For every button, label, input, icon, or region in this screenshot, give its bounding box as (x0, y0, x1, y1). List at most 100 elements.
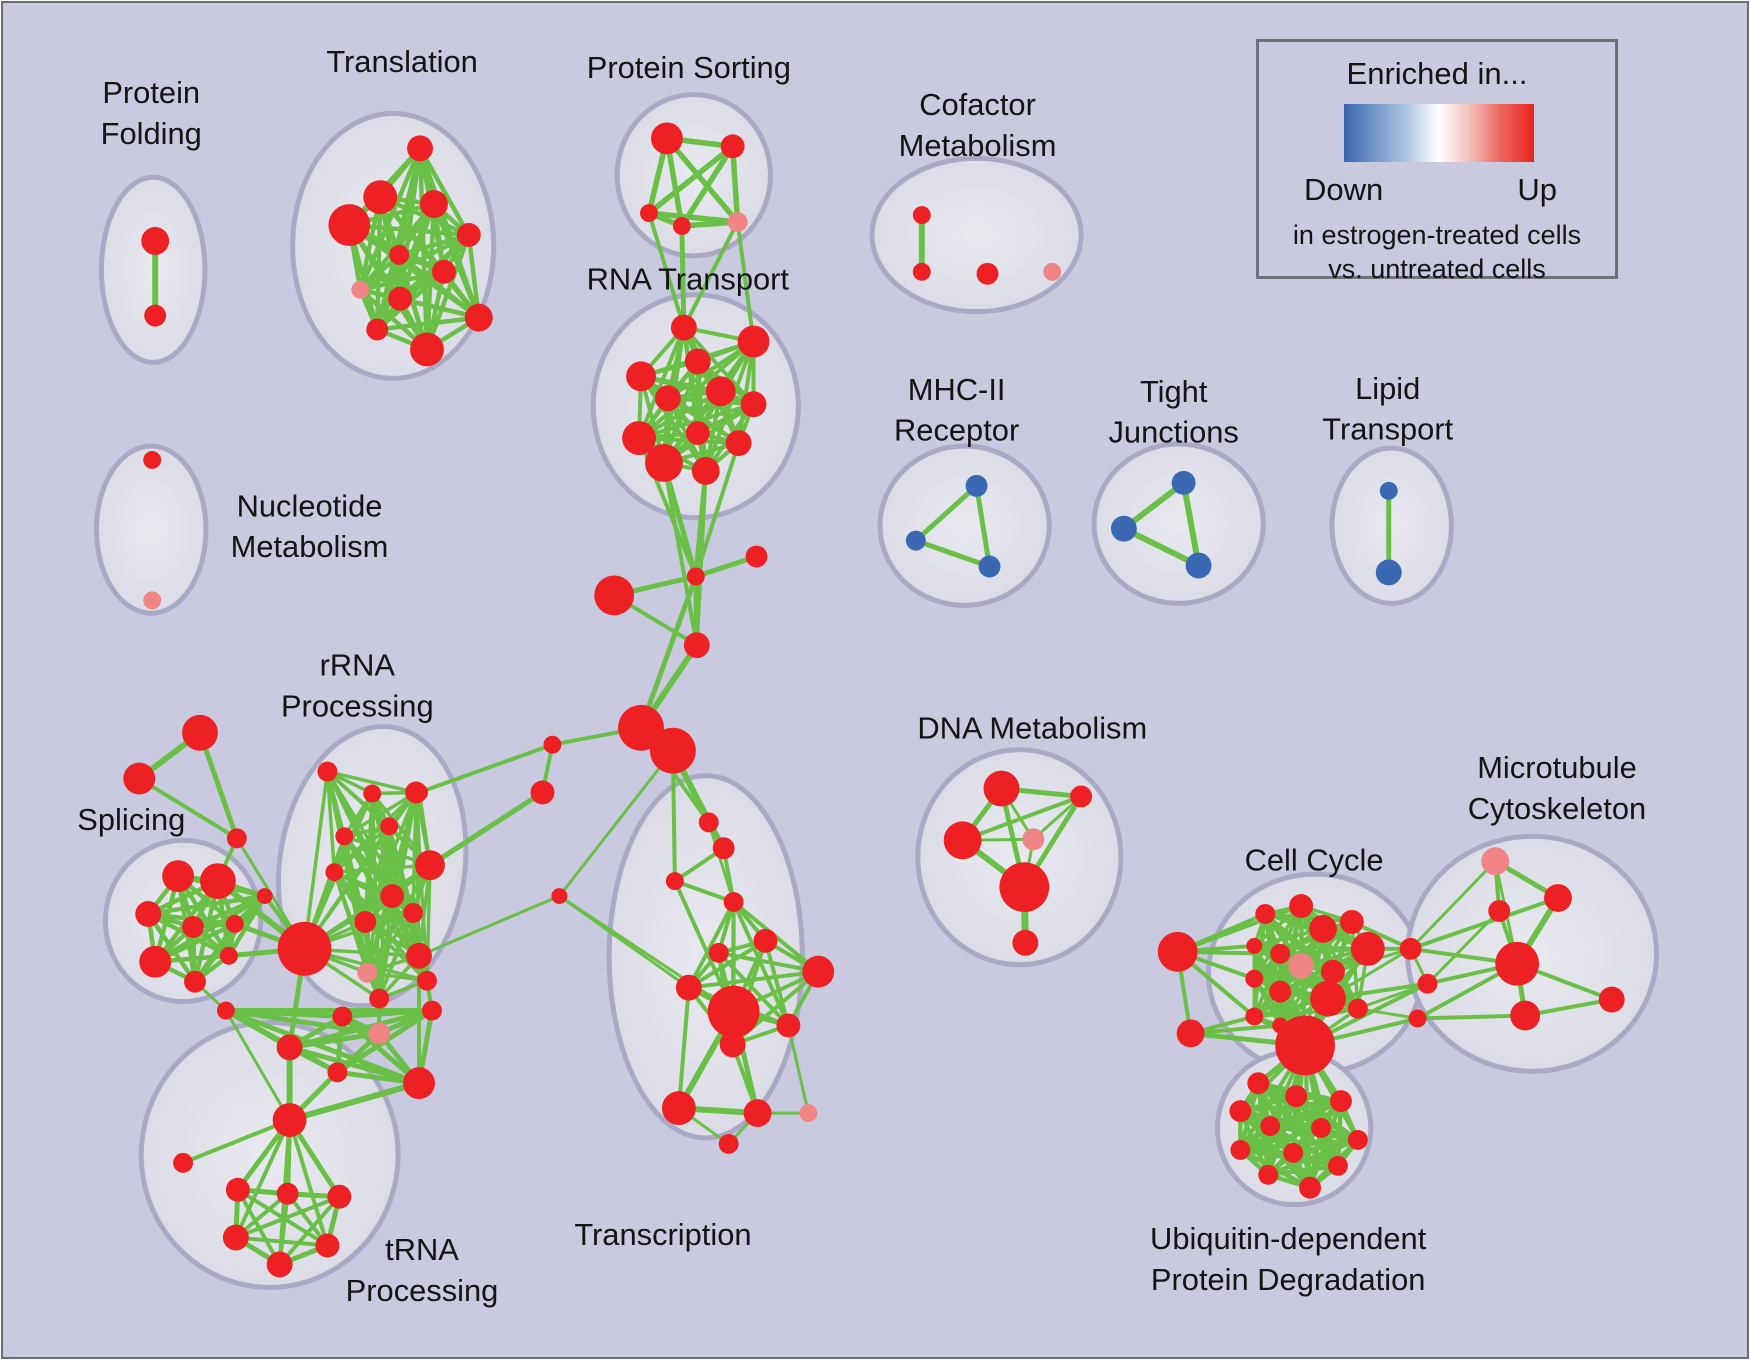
node-transcription-11[interactable] (661, 1091, 696, 1126)
node-splicing-2[interactable] (135, 901, 162, 927)
node-ubiquitin_degradation-1[interactable] (1285, 1085, 1308, 1108)
node-transcription-5[interactable] (708, 942, 729, 963)
node-cell_cycle-19[interactable] (1417, 973, 1438, 994)
network-canvas[interactable]: Protein Folding Translation Protein Sorting… (3, 3, 1747, 1357)
node-tight_junctions-0[interactable] (1171, 470, 1196, 495)
node-transcription-6[interactable] (802, 955, 835, 988)
node-transcription-8[interactable] (707, 985, 760, 1038)
node-dna_metabolism-4[interactable] (999, 862, 1050, 912)
node-cell_cycle-13[interactable] (1310, 980, 1346, 1017)
node-rrna_processing-5[interactable] (415, 850, 445, 881)
node-cell_cycle-5[interactable] (1339, 909, 1364, 934)
node-ubiquitin_degradation-9[interactable] (1258, 1164, 1279, 1185)
node-rrna_processing-13[interactable] (417, 970, 437, 991)
node-rrna_processing-4[interactable] (380, 817, 399, 836)
node-rrna_processing-1[interactable] (363, 784, 382, 803)
node-dna_metabolism-0[interactable] (983, 770, 1020, 807)
node-cell_cycle-4[interactable] (1309, 914, 1337, 943)
node-ubiquitin_degradation-5[interactable] (1311, 1118, 1331, 1138)
node-cell_cycle-12[interactable] (1269, 980, 1292, 1003)
node-connector-11[interactable] (123, 762, 156, 795)
node-trna_processing-3[interactable] (276, 1182, 299, 1205)
node-transcription-2[interactable] (665, 872, 684, 891)
node-cell_cycle-18[interactable] (1399, 937, 1422, 960)
node-trna_processing-7[interactable] (266, 1251, 293, 1278)
node-splicing-8[interactable] (219, 946, 238, 965)
node-trna_processing-6[interactable] (315, 1233, 340, 1258)
node-rna_transport-5[interactable] (705, 376, 736, 407)
node-dna_metabolism-2[interactable] (943, 821, 982, 860)
node-ubiquitin_degradation-7[interactable] (1230, 1139, 1251, 1160)
node-connector-10[interactable] (182, 714, 218, 751)
node-translation-5[interactable] (389, 244, 410, 265)
node-connector-4[interactable] (618, 704, 664, 751)
node-ubiquitin_degradation-0[interactable] (1247, 1072, 1270, 1095)
node-ubiquitin_degradation-8[interactable] (1283, 1142, 1304, 1163)
node-protein_folding-0[interactable] (141, 227, 170, 255)
node-rna_transport-8[interactable] (685, 421, 710, 446)
node-transcription-4[interactable] (753, 928, 778, 953)
node-trna_processing-5[interactable] (222, 1224, 249, 1251)
node-splicing-4[interactable] (225, 914, 244, 933)
node-splicing-3[interactable] (182, 915, 204, 938)
node-cell_cycle-8[interactable] (1270, 943, 1291, 964)
node-transcription-0[interactable] (698, 812, 719, 833)
node-splicing-6[interactable] (139, 945, 172, 978)
node-cell_cycle-3[interactable] (1289, 894, 1314, 918)
node-cell_cycle-2[interactable] (1255, 904, 1276, 924)
node-rrna_processing-9[interactable] (354, 910, 377, 933)
node-cell_cycle-14[interactable] (1245, 1007, 1264, 1026)
node-rrna_processing-14[interactable] (369, 988, 390, 1009)
node-cell_cycle-0[interactable] (1157, 931, 1198, 972)
node-rrna_trna_bridge-4[interactable] (368, 1022, 391, 1045)
node-cell_cycle-16[interactable] (1275, 1015, 1335, 1076)
node-translation-0[interactable] (407, 135, 433, 162)
node-transcription-7[interactable] (675, 974, 702, 1001)
node-splicing-5[interactable] (256, 888, 273, 905)
node-transcription-1[interactable] (712, 837, 735, 860)
node-rrna_processing-8[interactable] (403, 903, 424, 923)
node-connector-9[interactable] (551, 888, 568, 905)
node-connector-2[interactable] (745, 545, 768, 568)
node-cell_cycle-1[interactable] (1176, 1019, 1205, 1048)
node-rna_transport-10[interactable] (645, 444, 683, 482)
node-dna_metabolism-5[interactable] (1012, 929, 1039, 956)
node-translation-6[interactable] (431, 259, 456, 284)
node-ubiquitin_degradation-4[interactable] (1260, 1116, 1281, 1136)
node-splicing-0[interactable] (162, 860, 195, 893)
node-ubiquitin_degradation-2[interactable] (1229, 1100, 1252, 1123)
node-connector-6[interactable] (543, 735, 562, 754)
node-microtubule_cytoskeleton-3[interactable] (1495, 941, 1540, 986)
node-cell_cycle-11[interactable] (1245, 969, 1264, 988)
node-translation-9[interactable] (464, 303, 493, 332)
node-tight_junctions-1[interactable] (1110, 515, 1137, 542)
node-connector-1[interactable] (686, 567, 705, 586)
node-splicing-1[interactable] (199, 863, 236, 900)
node-rrna_processing-6[interactable] (325, 863, 344, 882)
node-connector-5[interactable] (649, 727, 696, 774)
node-rna_transport-9[interactable] (725, 430, 752, 456)
node-translation-2[interactable] (420, 190, 448, 219)
node-cofactor_metabolism-1[interactable] (912, 262, 931, 281)
node-rna_transport-3[interactable] (626, 361, 656, 392)
node-trna_processing-1[interactable] (173, 1152, 194, 1173)
node-rrna_processing-10[interactable] (277, 921, 332, 976)
node-translation-4[interactable] (456, 223, 481, 247)
node-translation-10[interactable] (410, 332, 444, 367)
node-cell_cycle-10[interactable] (1321, 959, 1345, 984)
node-cell_cycle-7[interactable] (1246, 937, 1263, 954)
node-lipid_transport-1[interactable] (1375, 559, 1402, 586)
node-rna_transport-2[interactable] (684, 348, 711, 375)
node-trna_processing-4[interactable] (327, 1184, 352, 1209)
node-ubiquitin_degradation-3[interactable] (1329, 1090, 1352, 1113)
node-protein_sorting-4[interactable] (727, 212, 748, 232)
node-nucleotide_metabolism-1[interactable] (143, 591, 162, 610)
node-transcription-12[interactable] (743, 1099, 772, 1128)
node-rrna_trna_bridge-6[interactable] (422, 1000, 442, 1021)
node-mhc_ii_receptor-1[interactable] (905, 530, 926, 551)
node-rrna_trna_bridge-0[interactable] (216, 1001, 235, 1020)
node-translation-11[interactable] (366, 318, 389, 341)
node-rrna_processing-7[interactable] (380, 884, 405, 908)
node-nucleotide_metabolism-0[interactable] (143, 451, 162, 469)
node-rna_transport-1[interactable] (737, 325, 770, 358)
